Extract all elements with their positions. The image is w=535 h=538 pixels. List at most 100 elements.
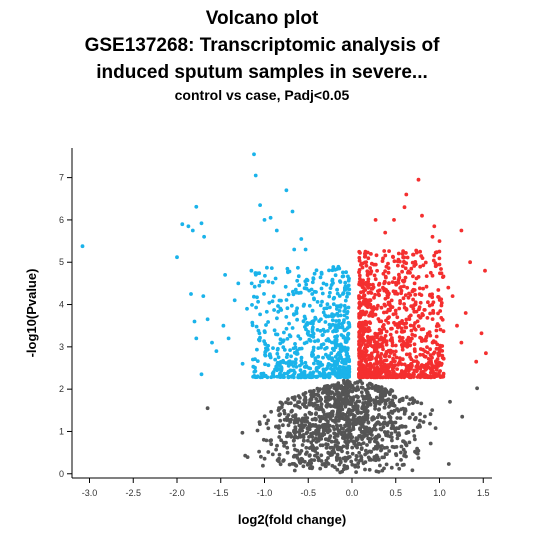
- point-ns: [334, 438, 339, 443]
- y-tick: 1: [59, 426, 72, 436]
- point-up: [407, 366, 412, 371]
- point-ns: [341, 436, 345, 440]
- point-ns: [316, 458, 321, 463]
- point-down: [268, 215, 273, 220]
- point-ns: [324, 396, 328, 401]
- point-down: [275, 351, 280, 356]
- point-up: [372, 273, 377, 278]
- point-ns: [428, 421, 432, 426]
- point-ns: [261, 437, 266, 442]
- point-ns: [286, 397, 290, 402]
- point-up: [393, 343, 398, 348]
- point-down: [286, 364, 291, 368]
- point-up: [373, 292, 377, 297]
- point-up: [435, 342, 440, 347]
- point-up: [439, 301, 444, 305]
- point-down: [303, 247, 308, 252]
- point-ns: [407, 440, 412, 445]
- point-down: [338, 353, 343, 357]
- point-ns: [372, 423, 377, 428]
- point-up: [357, 333, 362, 338]
- point-ns: [325, 442, 330, 447]
- point-down: [320, 291, 325, 296]
- point-down: [299, 346, 304, 351]
- point-up: [363, 357, 368, 361]
- point-down: [295, 278, 300, 283]
- point-down: [346, 356, 350, 361]
- point-ns: [299, 449, 304, 453]
- point-ns: [319, 415, 324, 420]
- point-down: [315, 328, 320, 332]
- point-ns: [315, 451, 320, 456]
- point-ns: [344, 384, 349, 388]
- point-down: [310, 292, 315, 296]
- point-ns: [343, 423, 347, 428]
- point-ns: [412, 398, 417, 403]
- point-up: [376, 289, 380, 293]
- point-up: [424, 284, 429, 289]
- point-ns: [367, 439, 372, 444]
- point-down: [328, 290, 332, 295]
- point-up: [384, 329, 389, 334]
- point-down: [327, 339, 332, 343]
- point-ns: [373, 406, 377, 411]
- point-up: [381, 339, 386, 344]
- point-up: [421, 263, 426, 268]
- point-ns: [327, 384, 331, 389]
- point-ns: [382, 446, 387, 450]
- point-up: [389, 298, 394, 303]
- point-up: [412, 309, 417, 314]
- point-up: [423, 372, 427, 376]
- point-down: [302, 341, 307, 346]
- point-up: [369, 252, 373, 256]
- point-down: [264, 323, 268, 327]
- point-down: [253, 173, 258, 178]
- point-down: [303, 360, 308, 365]
- point-up: [383, 269, 387, 273]
- point-ns: [382, 420, 387, 424]
- point-ns: [322, 412, 327, 417]
- point-ns: [365, 383, 370, 388]
- point-up: [419, 293, 424, 297]
- point-ns: [325, 388, 330, 392]
- point-up: [377, 337, 382, 342]
- point-up: [424, 338, 428, 343]
- point-ns: [418, 412, 422, 416]
- point-up: [364, 280, 369, 285]
- point-ns: [328, 416, 333, 421]
- point-ns: [320, 443, 325, 448]
- point-ns: [345, 428, 349, 432]
- point-ns: [347, 408, 352, 413]
- y-tick-label: 6: [59, 215, 64, 225]
- point-down: [304, 277, 309, 282]
- point-up: [375, 268, 379, 273]
- point-ns: [330, 449, 335, 454]
- point-ns: [282, 444, 286, 448]
- point-ns: [384, 462, 389, 467]
- point-down: [341, 367, 346, 372]
- point-down: [331, 302, 336, 307]
- point-ns: [304, 445, 309, 450]
- point-up: [386, 371, 391, 375]
- point-up: [431, 369, 435, 374]
- point-down: [325, 302, 330, 307]
- point-down: [341, 270, 345, 275]
- point-ns: [446, 462, 451, 466]
- point-up: [357, 258, 362, 263]
- point-down: [294, 365, 299, 369]
- point-up: [439, 297, 444, 302]
- point-down: [265, 265, 269, 270]
- point-down: [318, 371, 322, 376]
- point-up: [365, 284, 370, 289]
- point-down: [255, 374, 260, 379]
- point-ns: [314, 432, 319, 436]
- point-down: [314, 290, 318, 294]
- point-up: [382, 279, 387, 284]
- point-ns: [428, 441, 433, 446]
- point-up: [399, 329, 404, 334]
- point-ns: [357, 399, 362, 404]
- point-ns: [392, 394, 397, 399]
- point-down: [270, 280, 275, 285]
- point-down: [276, 304, 280, 308]
- point-up: [413, 292, 418, 297]
